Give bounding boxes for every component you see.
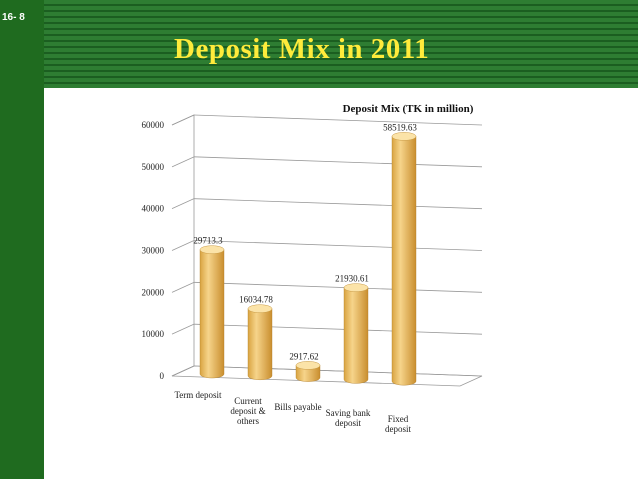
bar-4 bbox=[391, 132, 417, 386]
data-label: 29713.3 bbox=[193, 236, 223, 246]
y-tick-label: 0 bbox=[160, 371, 165, 381]
gridline-wall bbox=[171, 198, 195, 210]
bar-top bbox=[247, 304, 273, 313]
bar-body bbox=[343, 287, 369, 384]
chart-title: Deposit Mix (TK in million) bbox=[343, 103, 474, 115]
bar-body bbox=[391, 136, 417, 386]
gridline bbox=[193, 198, 483, 210]
gridline-wall bbox=[171, 114, 195, 126]
data-label: 2917.62 bbox=[289, 351, 318, 361]
bar-0 bbox=[199, 245, 225, 379]
gridline bbox=[193, 114, 483, 126]
gridline bbox=[193, 365, 483, 377]
data-label: 16034.78 bbox=[239, 295, 273, 305]
gridline-wall bbox=[171, 281, 195, 293]
category-label: Bills payable bbox=[274, 402, 321, 412]
y-tick-label: 30000 bbox=[142, 246, 165, 256]
chart-bars bbox=[199, 132, 417, 386]
y-tick-label: 10000 bbox=[142, 329, 165, 339]
gridline bbox=[193, 323, 483, 335]
gridline-wall bbox=[171, 323, 195, 335]
bar-1 bbox=[247, 304, 273, 380]
header-band bbox=[44, 0, 638, 88]
bar-3 bbox=[343, 283, 369, 384]
gridline bbox=[193, 156, 483, 168]
category-label: Fixed deposit bbox=[385, 414, 411, 434]
chart-labels: 29713.3 Term deposit 16034.78 Current deposi… bbox=[174, 122, 417, 434]
bar-top bbox=[199, 245, 225, 254]
y-tick-label: 20000 bbox=[142, 287, 165, 297]
category-label: Term deposit bbox=[174, 390, 222, 400]
category-label: Saving bank deposit bbox=[326, 408, 371, 428]
y-tick-label: 40000 bbox=[142, 204, 165, 214]
bar-body bbox=[295, 365, 321, 382]
gridline bbox=[193, 281, 483, 293]
gridline-wall bbox=[171, 156, 195, 168]
slide-number: 16- 8 bbox=[2, 12, 25, 23]
bar-2 bbox=[295, 361, 321, 382]
gridline bbox=[193, 240, 483, 251]
bar-body bbox=[199, 249, 225, 379]
y-axis-ticks: 0 10000 20000 30000 40000 50000 60000 bbox=[142, 120, 165, 381]
gridline-wall bbox=[171, 240, 195, 251]
left-sidebar-bar bbox=[0, 0, 44, 479]
y-tick-label: 50000 bbox=[142, 162, 165, 172]
bar-top bbox=[295, 361, 321, 370]
data-label: 21930.61 bbox=[335, 274, 369, 284]
y-tick-label: 60000 bbox=[142, 120, 165, 130]
category-label: Current deposit & others bbox=[230, 396, 265, 426]
gridline-wall bbox=[171, 365, 195, 377]
data-label: 58519.63 bbox=[383, 122, 417, 132]
bar-body bbox=[247, 308, 273, 380]
bar-top bbox=[391, 132, 417, 141]
chart-grid bbox=[171, 114, 483, 387]
bar-top bbox=[343, 283, 369, 292]
slide-title: Deposit Mix in 2011 bbox=[174, 33, 430, 65]
